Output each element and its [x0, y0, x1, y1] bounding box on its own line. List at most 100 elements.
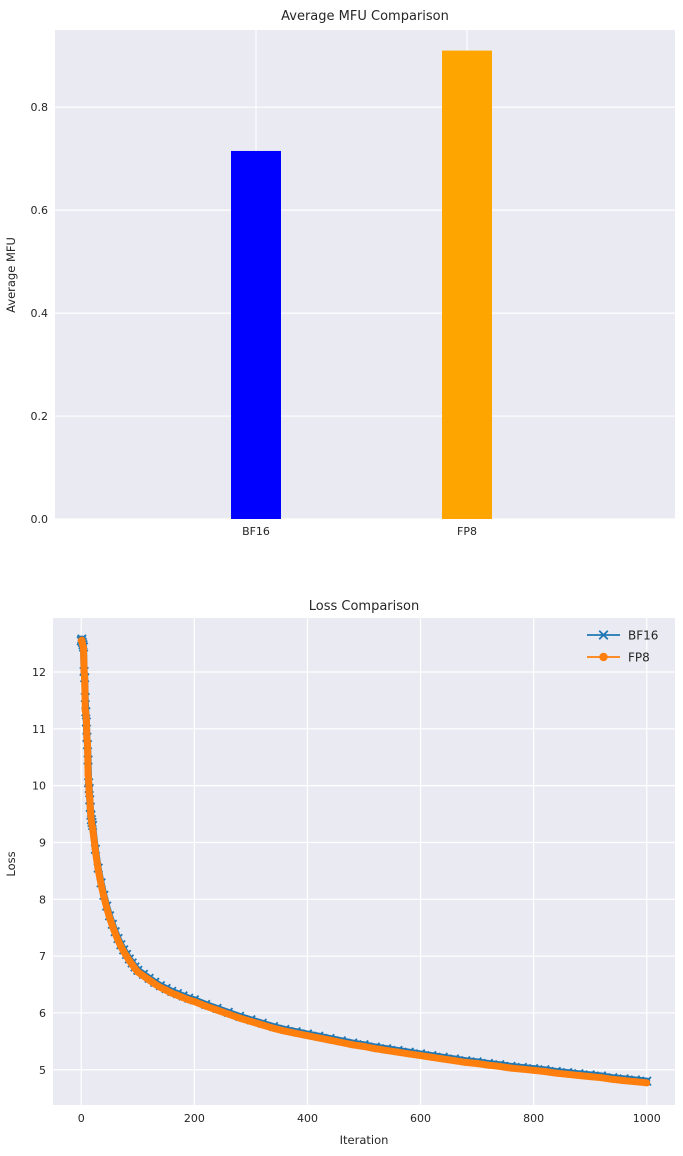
- loss-marker-circle-fp8: [108, 922, 116, 930]
- loss-marker-circle-fp8: [190, 998, 198, 1006]
- mfu-plot-layer: [55, 30, 675, 520]
- loss-y-tick-label: 6: [39, 1007, 46, 1020]
- loss-marker-circle-fp8: [383, 1046, 391, 1054]
- loss-marker-circle-fp8: [103, 904, 111, 912]
- loss-marker-circle-fp8: [552, 1069, 560, 1077]
- loss-x-tick-label: 400: [297, 1112, 318, 1125]
- loss-x-tick-label: 600: [410, 1112, 431, 1125]
- loss-marker-circle-fp8: [620, 1077, 628, 1085]
- loss-marker-circle-fp8: [82, 709, 90, 717]
- loss-marker-circle-fp8: [84, 770, 92, 778]
- loss-marker-circle-fp8: [496, 1062, 504, 1070]
- loss-x-tick-label: 1000: [633, 1112, 661, 1125]
- mfu-x-tick-label: BF16: [242, 525, 270, 538]
- loss-marker-circle-fp8: [394, 1048, 402, 1056]
- loss-marker-circle-fp8: [80, 644, 88, 652]
- loss-marker-circle-fp8: [371, 1045, 379, 1053]
- legend-bf16-x-marker-icon: [598, 630, 609, 640]
- loss-marker-circle-fp8: [236, 1014, 244, 1022]
- loss-marker-circle-fp8: [303, 1032, 311, 1040]
- legend-item-fp8: FP8: [587, 651, 650, 665]
- mfu-y-tick-label: 0.8: [31, 101, 49, 114]
- loss-x-axis-label: Iteration: [340, 1133, 389, 1147]
- mfu-bar-bf16: [231, 150, 281, 519]
- loss-marker-circle-fp8: [156, 983, 164, 991]
- loss-x-tick-label: 200: [184, 1112, 205, 1125]
- loss-marker-circle-fp8: [83, 738, 91, 746]
- loss-marker-circle-fp8: [281, 1027, 289, 1035]
- mfu-chart-title: Average MFU Comparison: [281, 9, 449, 24]
- loss-marker-circle-fp8: [507, 1064, 515, 1072]
- loss-marker-circle-fp8: [349, 1041, 357, 1049]
- mfu-y-tick-label: 0.4: [31, 307, 49, 320]
- mfu-y-tick-label: 0.2: [31, 410, 49, 423]
- loss-marker-circle-fp8: [179, 994, 187, 1002]
- loss-x-tick-label: 0: [78, 1112, 85, 1125]
- mfu-bar-fp8: [442, 50, 492, 519]
- loss-marker-circle-fp8: [450, 1057, 458, 1065]
- mfu-y-tick-label: 0.6: [31, 204, 49, 217]
- loss-plot-layer: [53, 618, 675, 1105]
- loss-marker-circle-fp8: [484, 1061, 492, 1069]
- loss-marker-circle-fp8: [111, 929, 119, 937]
- mfu-bar-chart: 0.0 0.2 0.4 0.6 0.8 BF16 FP8 Average MFU Compa…: [4, 9, 675, 538]
- legend-bf16-label: BF16: [628, 629, 658, 643]
- loss-marker-circle-fp8: [168, 989, 176, 997]
- loss-plot-background: [53, 618, 675, 1105]
- loss-marker-circle-fp8: [86, 794, 94, 802]
- loss-marker-circle-fp8: [439, 1055, 447, 1063]
- loss-marker-circle-fp8: [462, 1058, 470, 1066]
- loss-marker-circle-fp8: [530, 1066, 538, 1074]
- loss-marker-circle-fp8: [518, 1065, 526, 1073]
- loss-marker-circle-fp8: [586, 1073, 594, 1081]
- mfu-y-tick-label: 0.0: [31, 513, 49, 526]
- loss-marker-circle-fp8: [94, 866, 102, 874]
- loss-marker-circle-fp8: [86, 804, 94, 812]
- loss-marker-circle-fp8: [541, 1067, 549, 1075]
- loss-y-tick-label: 5: [39, 1064, 46, 1077]
- loss-marker-circle-fp8: [213, 1006, 221, 1014]
- loss-marker-circle-fp8: [89, 824, 97, 832]
- loss-x-tick-label: 800: [523, 1112, 544, 1125]
- mfu-y-axis-label: Average MFU: [4, 237, 18, 313]
- mfu-tick-layer: 0.0 0.2 0.4 0.6 0.8 BF16 FP8: [31, 101, 477, 538]
- loss-marker-circle-fp8: [185, 996, 193, 1004]
- loss-y-axis-label: Loss: [4, 851, 18, 876]
- loss-marker-circle-fp8: [360, 1042, 368, 1050]
- loss-y-tick-label: 11: [32, 723, 46, 736]
- loss-marker-circle-fp8: [292, 1029, 300, 1037]
- loss-marker-circle-fp8: [134, 968, 142, 976]
- loss-marker-circle-fp8: [145, 976, 153, 984]
- loss-marker-circle-fp8: [417, 1052, 425, 1060]
- mfu-x-tick-label: FP8: [457, 525, 477, 538]
- loss-y-tick-label: 9: [39, 836, 46, 849]
- loss-marker-circle-fp8: [428, 1053, 436, 1061]
- mfu-plot-background: [55, 30, 675, 519]
- loss-marker-circle-fp8: [405, 1050, 413, 1058]
- loss-marker-circle-fp8: [100, 893, 108, 901]
- loss-marker-circle-fp8: [117, 942, 125, 950]
- loss-marker-circle-fp8: [97, 881, 105, 889]
- loss-chart-title: Loss Comparison: [309, 599, 419, 614]
- loss-marker-circle-fp8: [81, 675, 89, 683]
- loss-marker-circle-fp8: [80, 667, 88, 675]
- loss-legend: BF16 FP8: [587, 629, 658, 665]
- loss-marker-circle-fp8: [597, 1074, 605, 1082]
- loss-marker-circle-fp8: [173, 991, 181, 999]
- legend-fp8-circle-marker-icon: [599, 652, 608, 662]
- loss-marker-circle-fp8: [326, 1036, 334, 1044]
- loss-marker-circle-fp8: [87, 812, 95, 820]
- loss-marker-circle-fp8: [224, 1010, 232, 1018]
- loss-tick-layer: 5 6 7 8 9 10 11 12 0 200 400 600 800 1000: [32, 666, 661, 1125]
- loss-marker-circle-fp8: [337, 1038, 345, 1046]
- loss-marker-circle-fp8: [564, 1070, 572, 1078]
- legend-fp8-label: FP8: [628, 651, 650, 665]
- loss-marker-circle-fp8: [631, 1078, 639, 1086]
- loss-marker-circle-fp8: [575, 1071, 583, 1079]
- loss-marker-circle-fp8: [139, 972, 147, 980]
- loss-marker-circle-fp8: [91, 847, 99, 855]
- loss-marker-circle-fp8: [114, 936, 122, 944]
- loss-y-tick-label: 8: [39, 893, 46, 906]
- loss-marker-circle-fp8: [270, 1024, 278, 1032]
- loss-marker-circle-fp8: [609, 1075, 617, 1083]
